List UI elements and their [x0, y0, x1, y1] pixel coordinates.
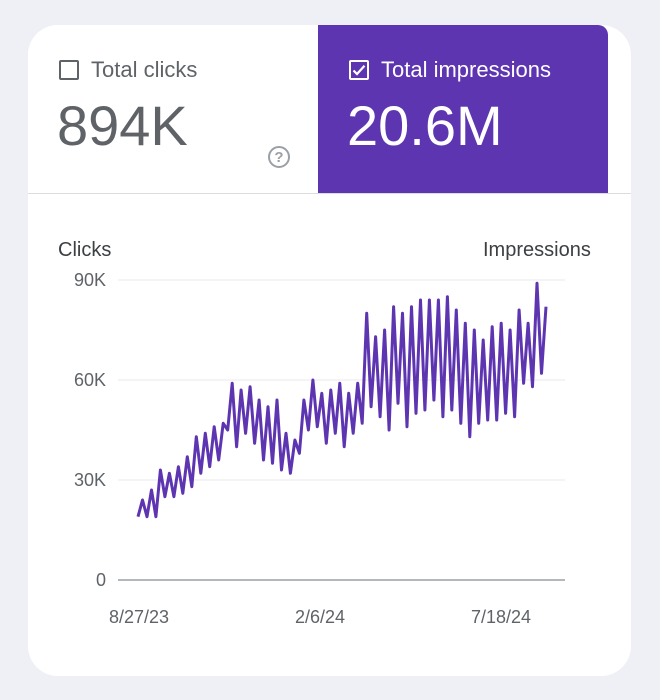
total-impressions-value: 20.6M: [347, 94, 503, 157]
total-impressions-header: Total impressions: [349, 57, 551, 83]
total-clicks-header: Total clicks: [59, 57, 197, 83]
clicks-line-chart: [118, 279, 565, 581]
right-axis-title: Impressions: [483, 239, 591, 261]
total-impressions-tile[interactable]: Total impressions 20.6M ?: [318, 25, 608, 193]
y-tick-label: 60K: [73, 370, 106, 390]
total-clicks-value: 894K: [57, 94, 188, 157]
y-tick-label: 90K: [73, 270, 106, 290]
total-clicks-label: Total clicks: [91, 57, 198, 82]
y-tick-label: 30K: [73, 470, 106, 490]
unchecked-checkbox-icon[interactable]: [59, 60, 79, 80]
x-tick-label: 7/18/24: [470, 607, 532, 627]
help-icon[interactable]: ?: [268, 146, 290, 168]
x-tick-label: 8/27/23: [108, 607, 170, 627]
checkmark-icon: [352, 65, 366, 76]
x-tick-label: 2/6/24: [294, 607, 346, 627]
y-tick-label: 0: [95, 570, 106, 590]
clicks-series-line: [136, 281, 548, 519]
total-impressions-label: Total impressions: [381, 57, 551, 82]
tile-divider: [28, 193, 631, 194]
performance-card: Total clicks 894K ? Total impressions 20…: [28, 25, 631, 676]
checked-checkbox-icon[interactable]: [349, 60, 369, 80]
total-clicks-tile[interactable]: Total clicks 894K ?: [28, 25, 318, 193]
left-axis-title: Clicks: [58, 239, 112, 261]
